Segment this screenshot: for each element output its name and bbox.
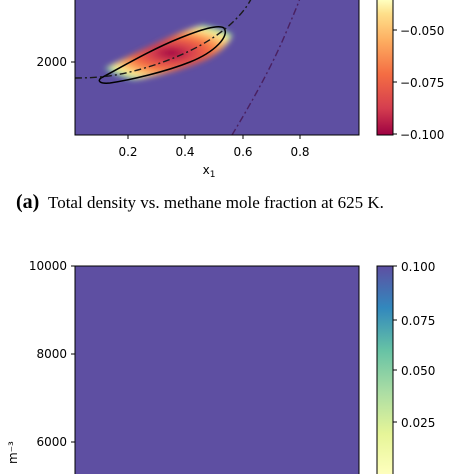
bottom-y-tick-label: 8000 bbox=[36, 347, 67, 361]
bottom-colorbar-tick-label: 0.075 bbox=[401, 314, 435, 328]
top-x-tick-label: 0.6 bbox=[233, 145, 252, 159]
top-x-axis: 0.2 0.4 0.6 0.8 x1 bbox=[118, 135, 310, 180]
bottom-y-axis: 10000 8000 6000 m⁻³ bbox=[6, 259, 75, 464]
top-x-axis-label: x1 bbox=[203, 163, 216, 180]
bottom-colorbar-tick-label: 0.100 bbox=[401, 260, 435, 274]
caption-text: Total density vs. methane mole fraction … bbox=[48, 193, 384, 212]
caption-tag: (a) bbox=[16, 191, 39, 213]
bottom-y-tick-label: 10000 bbox=[29, 259, 67, 273]
figure-caption: (a) Total density vs. methane mole fract… bbox=[16, 191, 384, 213]
bottom-y-tick-label: 6000 bbox=[36, 435, 67, 449]
bottom-plot-frame bbox=[74, 265, 360, 474]
bottom-colorbar-tick-label: 0.050 bbox=[401, 364, 435, 378]
top-x-tick-label: 0.2 bbox=[118, 145, 137, 159]
bottom-y-axis-label: m⁻³ bbox=[6, 441, 20, 464]
top-plot-frame bbox=[74, 0, 360, 136]
top-x-tick-label: 0.8 bbox=[290, 145, 309, 159]
top-y-axis: 2000 bbox=[36, 55, 75, 69]
bottom-colorbar-gradient bbox=[377, 266, 393, 474]
top-colorbar: −0.050 −0.075 −0.100 bbox=[376, 0, 444, 142]
bottom-colorbar-frame bbox=[376, 265, 394, 474]
bottom-heatmap-panel: 10000 8000 6000 m⁻³ 0.100 0.075 0.050 0.… bbox=[6, 259, 435, 474]
bottom-plot-background bbox=[75, 266, 359, 474]
bottom-colorbar: 0.100 0.075 0.050 0.025 bbox=[376, 260, 435, 474]
top-colorbar-frame bbox=[376, 0, 394, 136]
top-colorbar-tick-label: −0.075 bbox=[400, 76, 444, 90]
instability-region-boundary bbox=[98, 26, 227, 84]
bottom-colorbar-tick-label: 0.025 bbox=[401, 416, 435, 430]
top-heatmap-panel: 2000 0.2 0.4 0.6 0.8 x1 −0.050 −0.075 −0… bbox=[36, 0, 444, 180]
top-y-tick-label: 2000 bbox=[36, 55, 67, 69]
top-colorbar-tick-label: −0.050 bbox=[400, 24, 444, 38]
top-colorbar-gradient bbox=[377, 0, 393, 135]
top-colorbar-tick-label: −0.100 bbox=[400, 128, 444, 142]
curve-b bbox=[231, 0, 301, 135]
top-x-tick-label: 0.4 bbox=[175, 145, 194, 159]
